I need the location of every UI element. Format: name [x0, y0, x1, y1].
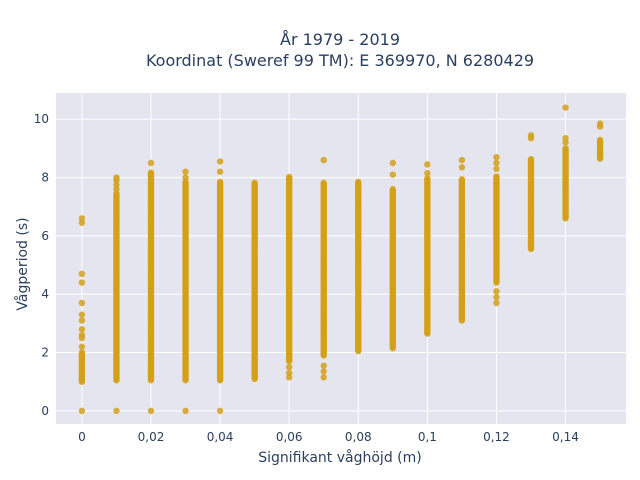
x-tick-label: 0,12 — [483, 430, 510, 444]
x-axis-label: Signifikant våghöjd (m) — [258, 449, 421, 466]
data-point — [182, 168, 189, 175]
y-tick-label: 6 — [41, 229, 49, 243]
data-point — [182, 174, 189, 181]
data-point — [113, 407, 120, 415]
data-point — [562, 145, 569, 152]
data-point — [147, 169, 155, 176]
data-point — [78, 343, 86, 350]
data-point — [78, 219, 86, 226]
data-point — [78, 270, 86, 278]
data-point — [147, 159, 155, 167]
y-tick-label: 10 — [34, 112, 49, 126]
y-tick-label: 8 — [41, 171, 49, 185]
data-point — [216, 178, 224, 186]
data-point — [562, 135, 569, 142]
chart-title-line2: Koordinat (Sweref 99 TM): E 369970, N 62… — [146, 51, 534, 70]
data-point — [78, 334, 86, 342]
data-point — [493, 173, 500, 180]
y-tick-label: 2 — [41, 346, 49, 360]
data-point — [285, 173, 293, 181]
data-point — [355, 178, 362, 186]
x-axis-ticks: 0 0,02 0,04 0,06 0,08 0,1 0,12 0,14 — [78, 430, 579, 444]
y-tick-label: 0 — [41, 404, 49, 418]
data-point — [251, 179, 258, 187]
x-tick-label: 0,14 — [552, 430, 579, 444]
data-point — [493, 299, 500, 307]
data-point — [320, 156, 327, 164]
x-tick-label: 0,04 — [207, 430, 234, 444]
data-point — [78, 326, 86, 333]
data-point — [285, 374, 293, 381]
x-tick-label: 0 — [78, 430, 86, 444]
data-point — [389, 344, 397, 352]
data-point — [147, 407, 155, 415]
data-point — [458, 176, 466, 183]
data-point — [389, 159, 397, 167]
data-point — [527, 132, 535, 139]
data-point — [113, 186, 120, 193]
data-point — [527, 156, 535, 163]
data-point — [493, 165, 500, 173]
data-points — [78, 104, 604, 415]
data-point — [458, 156, 466, 164]
data-point — [424, 175, 431, 182]
data-point — [458, 164, 466, 171]
x-tick-label: 0,02 — [138, 430, 165, 444]
data-point — [493, 293, 500, 301]
data-point — [216, 158, 224, 165]
y-axis-ticks: 0 2 4 6 8 10 — [34, 112, 49, 418]
data-point — [320, 368, 327, 375]
data-point — [562, 104, 569, 111]
data-point — [320, 362, 327, 369]
data-point — [596, 136, 604, 144]
data-point — [596, 120, 604, 127]
data-point — [78, 317, 86, 324]
data-point — [285, 369, 293, 377]
data-point — [320, 374, 327, 381]
chart-title-line1: År 1979 - 2019 — [280, 30, 400, 49]
x-tick-label: 0,08 — [345, 430, 372, 444]
data-point — [493, 159, 500, 167]
x-tick-label: 0,06 — [276, 430, 303, 444]
data-point — [78, 215, 86, 222]
y-tick-label: 4 — [41, 287, 49, 301]
y-axis-label: Vågperiod (s) — [14, 217, 31, 310]
data-point — [424, 170, 431, 177]
data-point — [78, 299, 86, 307]
plot-area — [56, 93, 626, 424]
data-point — [216, 168, 224, 175]
data-point — [389, 186, 397, 193]
data-point — [389, 171, 397, 178]
data-point — [78, 407, 86, 415]
data-point — [216, 407, 224, 415]
data-point — [182, 407, 189, 415]
data-point — [78, 311, 86, 318]
data-point — [424, 161, 431, 168]
data-point — [78, 279, 86, 286]
data-point — [285, 363, 293, 371]
data-point — [493, 288, 500, 295]
data-point — [78, 349, 86, 356]
data-point — [493, 153, 500, 161]
data-point — [182, 178, 189, 186]
data-point — [113, 174, 120, 181]
x-tick-label: 0,1 — [418, 430, 437, 444]
data-point — [320, 179, 327, 187]
data-point — [562, 139, 569, 146]
